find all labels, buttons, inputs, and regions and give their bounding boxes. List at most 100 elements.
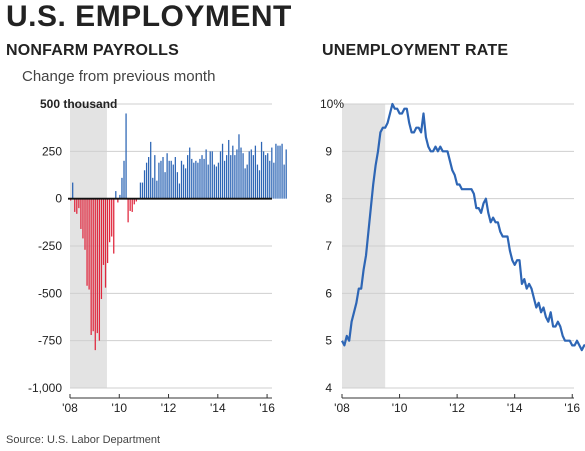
payrolls-bar (232, 145, 234, 199)
payrolls-bar (90, 198, 92, 335)
payrolls-bar (248, 151, 250, 199)
payrolls-bar (275, 143, 277, 199)
payrolls-bar (176, 172, 179, 199)
payrolls-bar (236, 149, 238, 199)
unemployment-title: UNEMPLOYMENT RATE (322, 42, 509, 59)
payrolls-bar (94, 198, 96, 351)
payrolls-bar (191, 158, 193, 199)
payrolls-bar (168, 160, 170, 199)
payrolls-bar (72, 182, 74, 199)
payrolls-x-tick-label: '10 (111, 401, 127, 415)
payrolls-bar (260, 141, 263, 199)
payrolls-bar (234, 155, 236, 199)
payrolls-bar (127, 198, 129, 223)
payrolls-bar (285, 149, 287, 199)
unemployment-y-tick-label: 5 (325, 334, 332, 348)
payrolls-bar (221, 143, 224, 199)
payrolls-bar (92, 198, 94, 332)
payrolls-bar (246, 164, 248, 199)
payrolls-bar (156, 180, 158, 199)
payrolls-subtitle: Change from previous month (22, 68, 216, 85)
payrolls-bar (271, 147, 273, 199)
payrolls-x-tick-label: '14 (210, 401, 226, 415)
payrolls-bar (104, 198, 107, 288)
payrolls-bar (166, 153, 168, 199)
page-title: U.S. EMPLOYMENT (6, 0, 292, 33)
payrolls-bar (197, 162, 199, 199)
payrolls-bar (174, 157, 176, 199)
payrolls-bar (230, 155, 232, 199)
payrolls-bar (109, 198, 111, 243)
payrolls-bar (82, 198, 84, 239)
payrolls-bar (223, 160, 226, 199)
payrolls-bar (84, 198, 86, 250)
unemployment-y-tick-label: 9 (325, 144, 332, 158)
payrolls-bar (139, 182, 142, 199)
unemployment-x-tick-label: '12 (449, 401, 465, 415)
payrolls-bar (96, 198, 98, 334)
payrolls-bar (162, 157, 164, 199)
unemployment-y-tick-label: 4 (325, 381, 332, 395)
source-note: Source: U.S. Labor Department (6, 434, 161, 446)
payrolls-bar (141, 182, 144, 199)
payrolls-bar (113, 198, 115, 254)
payrolls-bar (150, 141, 152, 199)
payrolls-bar (205, 149, 207, 199)
payrolls-bar (267, 153, 269, 199)
payrolls-bar (133, 198, 135, 205)
payrolls-bar (262, 151, 265, 199)
payrolls-bar (199, 158, 201, 199)
payrolls-bar (143, 170, 146, 199)
payrolls-bar (80, 198, 82, 229)
payrolls-bar (187, 155, 189, 199)
payrolls-bar (252, 155, 254, 199)
unemployment-line (341, 102, 585, 352)
payrolls-bar (201, 155, 203, 199)
payrolls-bar (189, 147, 191, 199)
payrolls-bar (182, 164, 185, 199)
payrolls-bar (70, 198, 72, 201)
payrolls-bar (265, 155, 267, 199)
payrolls-bar (226, 155, 228, 199)
payrolls-bar (115, 191, 117, 199)
payrolls-bar (76, 198, 78, 214)
payrolls-bar (242, 153, 244, 199)
payrolls-bar (135, 198, 137, 202)
payrolls-bar (219, 151, 222, 199)
payrolls-bar (125, 113, 127, 199)
payrolls-bar (160, 160, 162, 199)
payrolls-bar (148, 157, 150, 199)
payrolls-bar (207, 164, 209, 199)
payrolls-bar (117, 198, 119, 203)
payrolls-bar (277, 145, 279, 199)
unemployment-y-tick-label: 6 (325, 286, 332, 300)
payrolls-bar (129, 198, 131, 211)
payrolls-bar (269, 160, 271, 199)
payrolls-bar (228, 139, 230, 199)
payrolls-bar (131, 198, 133, 212)
payrolls-y-tick-label: -250 (38, 239, 62, 253)
payrolls-bar (152, 177, 154, 199)
payrolls-bar (98, 198, 101, 341)
unemployment-y-tick-label: 7 (325, 239, 332, 253)
payrolls-x-tick-label: '12 (161, 401, 177, 415)
unemployment-x-tick-label: '16 (564, 401, 580, 415)
unemployment-y-tick-label: 8 (325, 192, 332, 206)
payrolls-bar (258, 170, 261, 199)
payrolls-bar (244, 168, 246, 199)
payrolls-bar (238, 134, 240, 199)
payrolls-bar (145, 162, 148, 199)
payrolls-bar (209, 151, 211, 199)
payrolls-y-tick-label: 250 (42, 144, 62, 158)
payrolls-bar (213, 164, 215, 199)
unemployment-y-tick-label: 10% (320, 97, 344, 111)
payrolls-bar (170, 160, 172, 199)
payrolls-bar (273, 162, 275, 199)
payrolls-bar (111, 198, 113, 237)
payrolls-bar (100, 198, 103, 300)
payrolls-bar (123, 160, 125, 199)
payrolls-bar (78, 198, 80, 209)
payrolls-bar (180, 160, 183, 199)
payrolls-bar (283, 164, 285, 199)
